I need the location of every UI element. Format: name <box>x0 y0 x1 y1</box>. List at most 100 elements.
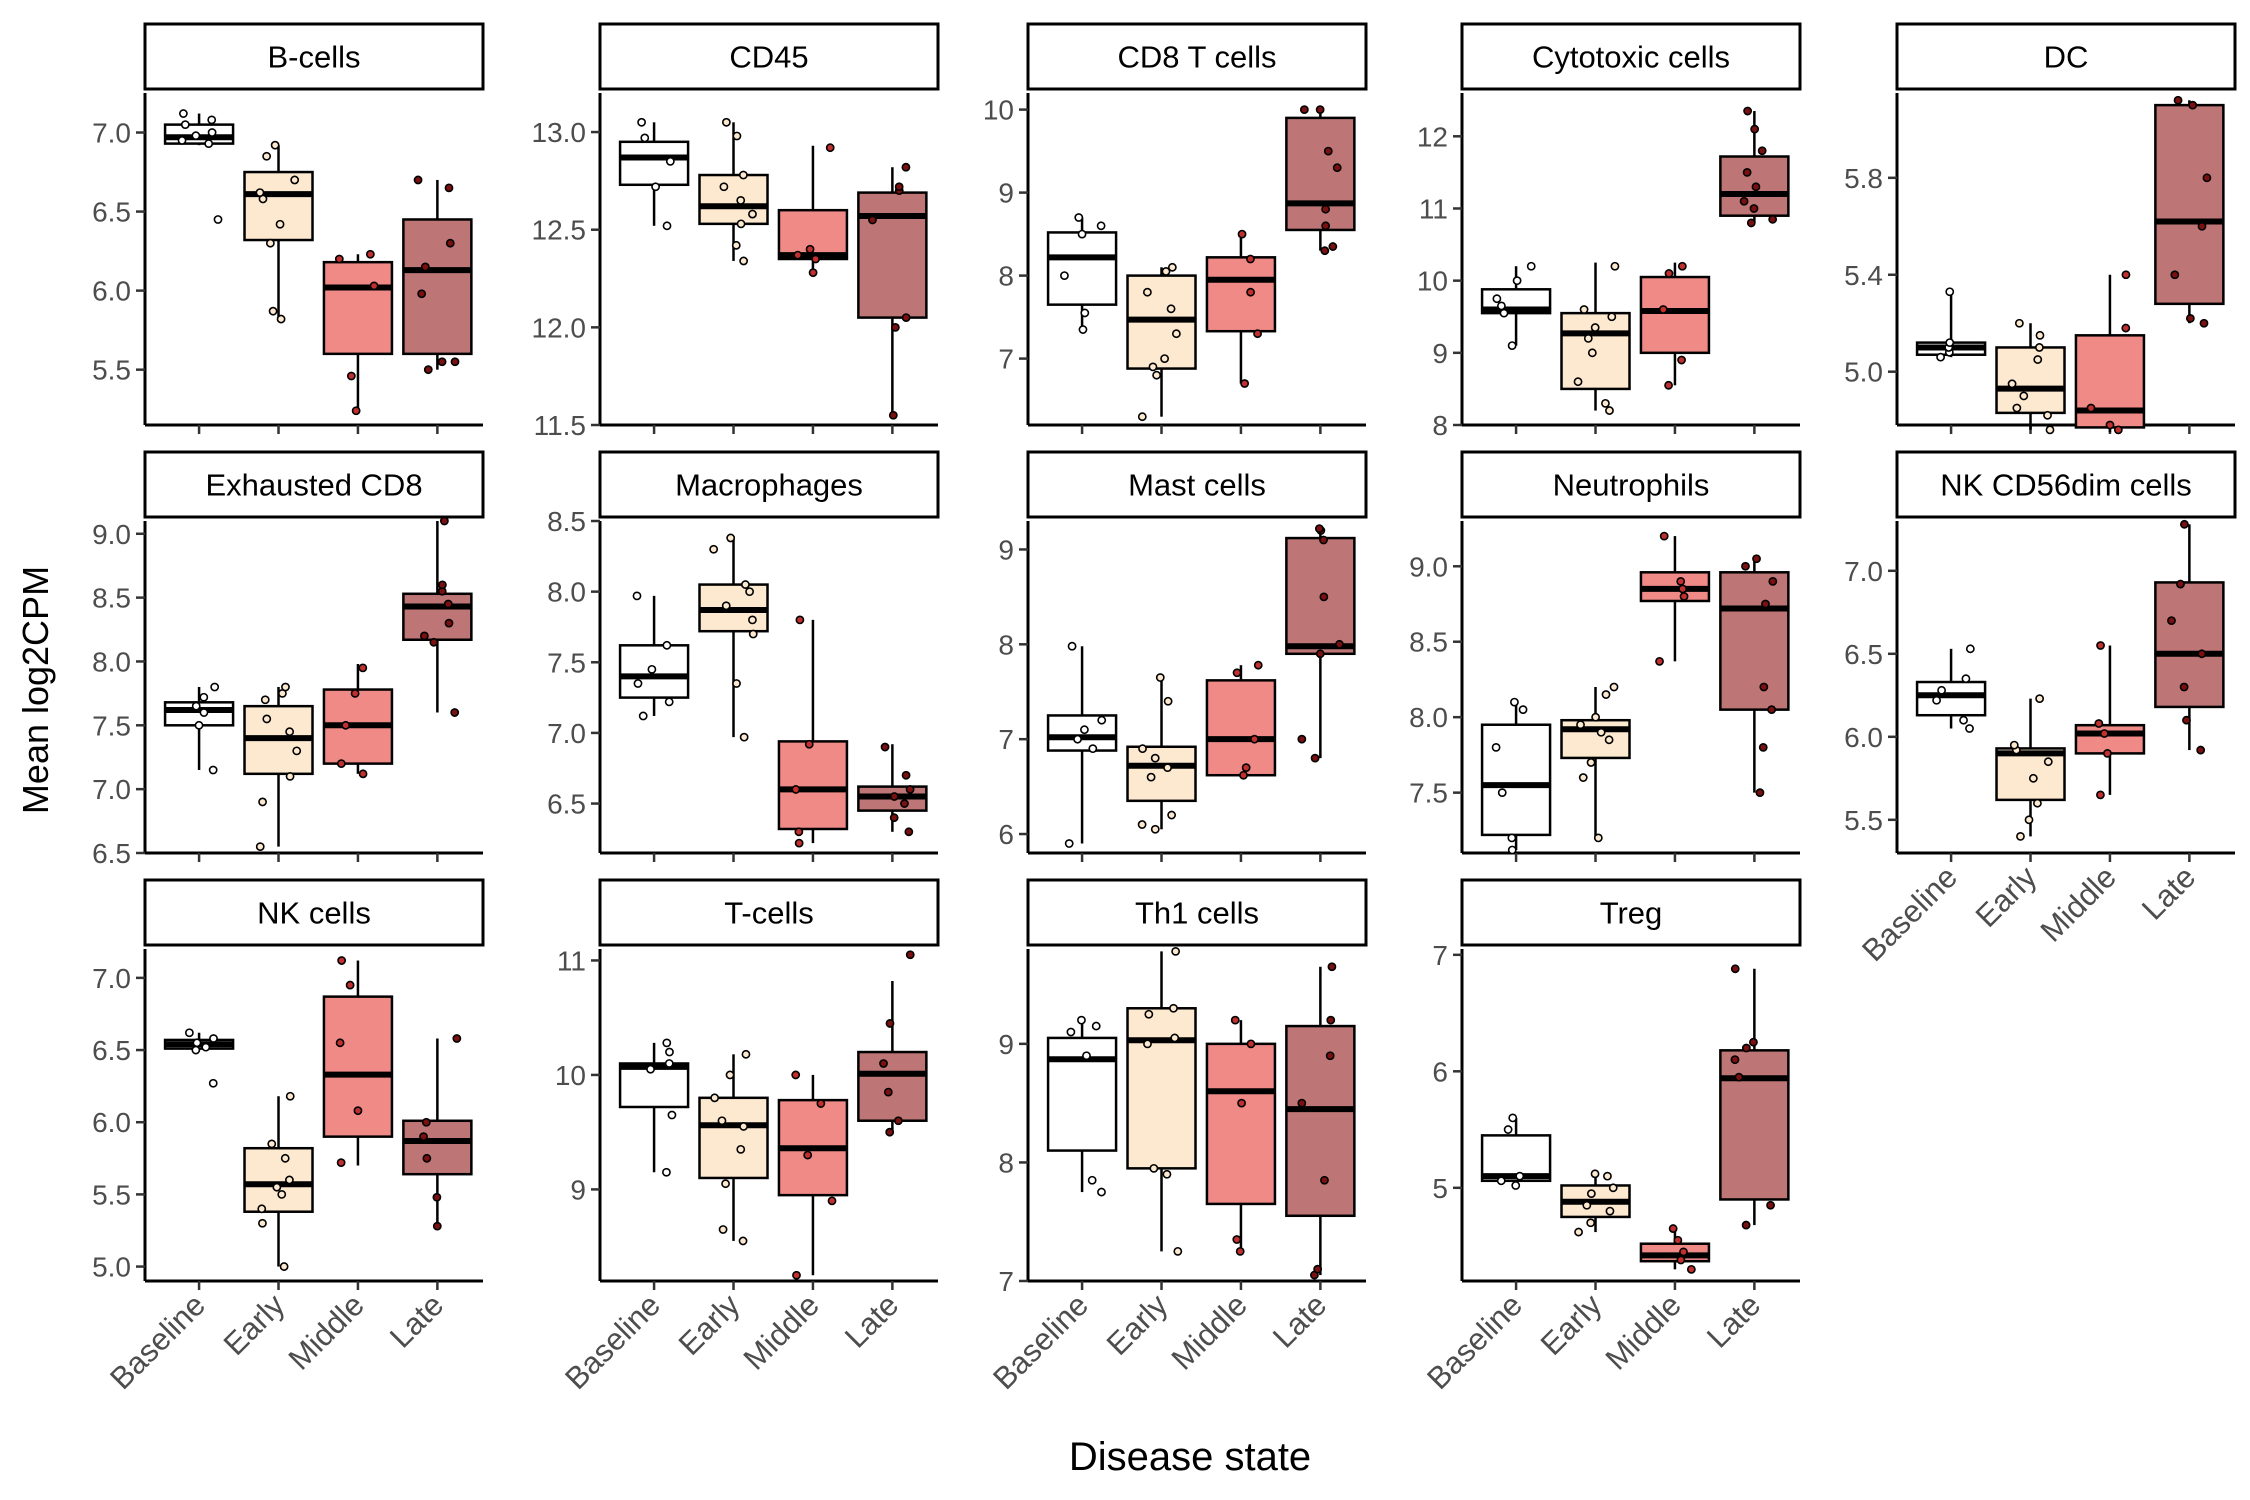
data-point <box>276 314 286 324</box>
data-point <box>1166 304 1176 314</box>
data-point <box>721 601 731 611</box>
data-point <box>2196 745 2206 755</box>
data-point <box>281 682 290 692</box>
data-point <box>2197 649 2207 659</box>
data-point <box>1148 362 1158 372</box>
data-point <box>2179 682 2189 692</box>
box-iqr <box>1285 116 1356 232</box>
y-tick-label: 5.0 <box>92 1252 131 1283</box>
strip-b-cells <box>143 22 485 91</box>
data-point <box>285 1091 295 1101</box>
box-dc-middle <box>2074 270 2146 435</box>
data-point <box>285 1175 294 1185</box>
box-cytotoxic-cells-baseline <box>1480 261 1552 351</box>
data-point <box>2185 313 2195 323</box>
data-point <box>1601 398 1610 408</box>
data-point <box>2197 221 2207 231</box>
data-point <box>2035 343 2044 352</box>
data-point <box>638 711 648 721</box>
y-tick-label: 11 <box>557 945 586 976</box>
box-nk-cd56dim-cells-late <box>2154 519 2225 755</box>
data-point <box>439 516 449 526</box>
data-point <box>904 827 914 837</box>
data-point <box>1492 294 1502 304</box>
data-point <box>413 175 423 185</box>
data-point <box>1167 262 1177 272</box>
data-point <box>1319 535 1328 545</box>
data-point <box>1686 1264 1696 1274</box>
box-mast-cells-early <box>1126 673 1197 834</box>
data-point <box>721 117 731 127</box>
box-dc-early <box>1995 318 2066 435</box>
data-point <box>350 688 360 698</box>
box-iqr <box>1205 1042 1277 1206</box>
box-iqr <box>1205 256 1277 333</box>
data-point <box>1664 380 1673 390</box>
data-point <box>201 1042 211 1052</box>
box-th1-cells-late <box>1285 962 1356 1280</box>
data-point <box>1677 261 1687 271</box>
data-point <box>421 1117 431 1127</box>
data-point <box>738 170 748 180</box>
data-point <box>1149 1163 1159 1173</box>
y-tick-label: 7.0 <box>92 118 131 149</box>
panel-exhausted-cd8: Exhausted CD8 6.5 7.0 7.5 8.0 8.5 9.0 <box>92 450 485 869</box>
data-point <box>1676 1255 1686 1265</box>
data-point <box>1232 1235 1242 1244</box>
data-point <box>2121 323 2131 333</box>
data-point <box>1741 1220 1751 1230</box>
data-point <box>2182 715 2191 725</box>
data-point <box>178 109 188 118</box>
y-tick-label: 8.0 <box>1409 702 1448 733</box>
data-point <box>2028 773 2038 783</box>
data-point <box>662 1038 672 1048</box>
box-macrophages-late <box>857 742 928 837</box>
data-point <box>1064 839 1074 848</box>
data-point <box>1080 725 1089 735</box>
box-th1-cells-baseline <box>1046 1015 1118 1197</box>
data-point <box>1077 229 1087 239</box>
data-point <box>177 136 187 145</box>
data-point <box>665 1047 674 1057</box>
y-tick-label: 6.0 <box>92 1107 131 1138</box>
y-tick-label: 9.0 <box>1409 551 1448 582</box>
data-point <box>1515 1171 1525 1181</box>
data-point <box>2176 579 2185 589</box>
box-iqr <box>698 173 769 226</box>
data-point <box>1239 770 1248 780</box>
data-point <box>353 1106 363 1116</box>
data-point <box>444 618 454 628</box>
y-tick-label: 5.5 <box>92 355 131 386</box>
data-point <box>1142 287 1152 297</box>
data-point <box>2009 740 2019 750</box>
data-point <box>739 256 749 266</box>
data-point <box>1138 744 1147 754</box>
data-point <box>1655 656 1664 666</box>
box-b-cells-early <box>243 140 314 324</box>
box-iqr <box>857 1050 928 1122</box>
box-nk-cd56dim-cells-middle <box>2074 641 2146 800</box>
data-point <box>1503 1125 1513 1134</box>
data-point <box>1066 1027 1076 1037</box>
data-point <box>726 533 736 543</box>
data-point <box>1586 758 1596 767</box>
data-point <box>718 1225 728 1234</box>
box-cd45-baseline <box>618 117 690 231</box>
box-mast-cells-middle <box>1205 660 1277 780</box>
y-tick-label: 11 <box>1419 193 1448 224</box>
box-treg-early <box>1560 1169 1631 1237</box>
x-tick-label-late: Late <box>383 1287 450 1354</box>
data-point <box>1508 1113 1518 1123</box>
y-tick-label: 10 <box>1417 266 1448 297</box>
panel-neutrophils: Neutrophils 7.5 8.0 8.5 9.0 <box>1409 450 1802 862</box>
y-tick-label: 8 <box>998 261 1014 292</box>
y-tick-label: 7.5 <box>1409 778 1448 809</box>
data-point <box>1235 1246 1245 1256</box>
data-point <box>1601 690 1611 699</box>
data-point <box>260 695 270 705</box>
data-point <box>443 599 453 609</box>
data-point <box>736 196 746 205</box>
strip-exhausted-cd8 <box>143 450 485 519</box>
panel-b-cells: B-cells 5.5 6.0 6.5 7.0 <box>92 22 485 434</box>
